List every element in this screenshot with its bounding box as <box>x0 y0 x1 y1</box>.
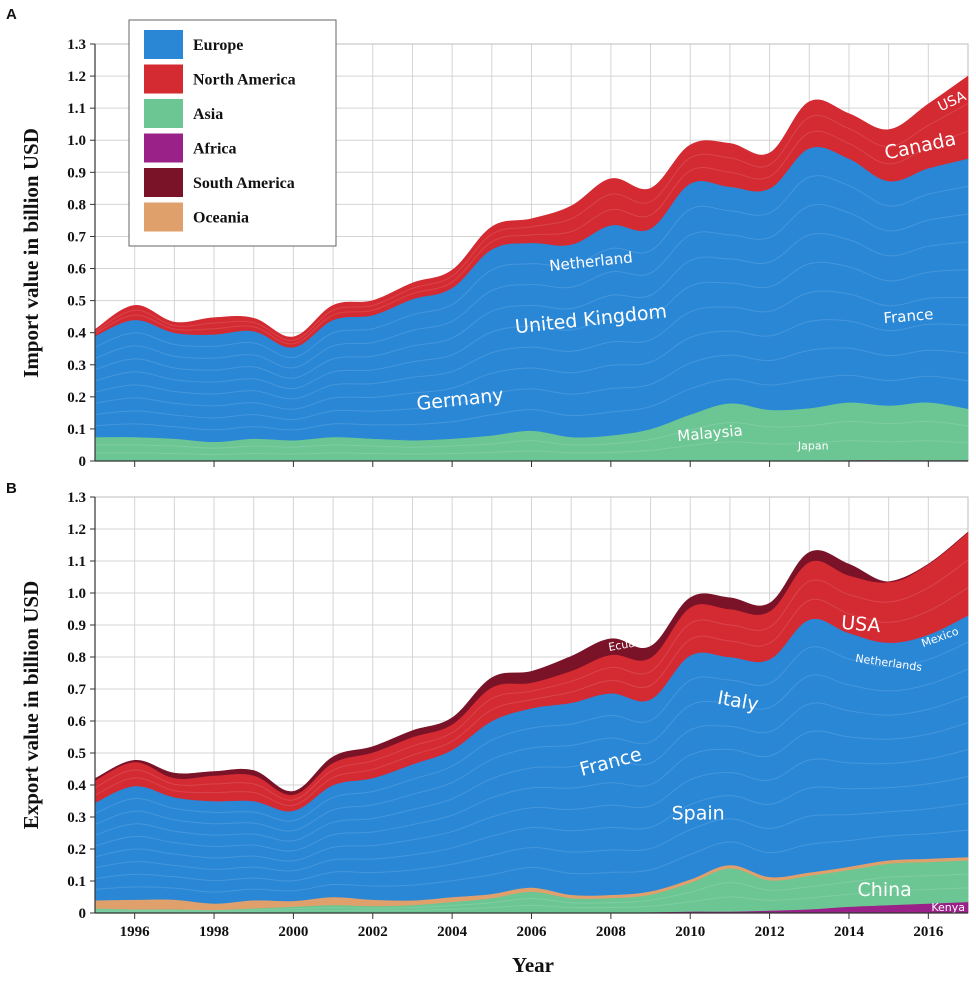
x-tick-label: 2010 <box>675 924 705 940</box>
legend-swatch-asia <box>144 99 183 128</box>
import-area-europe-band <box>94 232 969 379</box>
export-y-tick-label: 0.9 <box>67 618 86 634</box>
x-axis-title: Year <box>512 953 554 977</box>
export-y-axis-title: Export value in billion USD <box>19 581 43 830</box>
export-area-asia-band <box>94 873 969 912</box>
import-y-tick-label: 0.5 <box>67 294 86 310</box>
legend-items: Europe North America Asia Africa South Ameri… <box>144 30 296 232</box>
legend-label-asia: Asia <box>193 106 223 123</box>
x-tick-label: 2000 <box>278 924 308 940</box>
import-axes: 0 0.1 0.2 0.3 0.4 0.5 0.6 0.7 0.8 0.9 1.0 1.1 1.2 1.3 <box>67 37 968 470</box>
x-tick-label: 2006 <box>517 924 548 940</box>
import-annotation-france: France <box>883 305 934 327</box>
x-tick-label: 2012 <box>755 924 785 940</box>
import-area-asia-band <box>94 440 969 456</box>
import-area-europe-band <box>94 374 969 431</box>
x-tick-label: 2016 <box>913 924 944 940</box>
x-tick-label: 2004 <box>437 924 468 940</box>
import-y-tick-label: 0 <box>79 454 87 470</box>
import-y-tick-label: 0.2 <box>67 390 86 406</box>
x-tick-label: 2014 <box>834 924 865 940</box>
export-y-tick-label: 0.4 <box>67 778 86 794</box>
import-y-tick-label: 1.2 <box>67 69 86 85</box>
export-y-tick-label: 1.1 <box>67 554 86 570</box>
export-chart-panel: B USAMexicoEcuadorNetherlandsItalyFrance… <box>6 480 969 922</box>
import-area-north-america <box>94 75 969 348</box>
import-annotation-japan: Japan <box>797 440 829 453</box>
export-y-tick-label: 0.1 <box>67 874 86 890</box>
x-tick-label: 2002 <box>358 924 388 940</box>
legend: Europe North America Asia Africa South Ameri… <box>128 19 337 247</box>
import-areas <box>94 75 969 462</box>
import-area-asia-band <box>94 421 969 449</box>
export-y-tick-label: 0.3 <box>67 810 86 826</box>
panel-label-b: B <box>6 480 17 497</box>
export-y-tick-label: 0.2 <box>67 842 86 858</box>
export-y-tick-label: 0 <box>79 906 87 922</box>
import-area-europe-band <box>94 204 969 369</box>
legend-swatch-south-america <box>144 168 183 197</box>
export-y-tick-label: 1.2 <box>67 522 86 538</box>
legend-swatch-oceania <box>144 202 183 232</box>
legend-swatch-europe <box>144 30 183 59</box>
x-tick-label: 1998 <box>199 924 229 940</box>
import-y-tick-label: 0.9 <box>67 165 86 181</box>
import-area-europe-band <box>94 347 969 420</box>
import-area-europe-band <box>94 290 969 400</box>
import-area-europe-band <box>94 319 969 410</box>
export-y-tick-label: 0.6 <box>67 714 86 730</box>
export-areas <box>94 531 969 914</box>
export-area-europe-band <box>94 829 969 893</box>
panel-label-a: A <box>6 6 17 23</box>
export-area-europe-band <box>94 722 969 852</box>
legend-label-north-america: North America <box>193 72 296 89</box>
legend-label-oceania: Oceania <box>193 210 249 227</box>
x-tick-label: 2008 <box>596 924 626 940</box>
import-area-north-america-band <box>94 103 969 341</box>
import-y-tick-label: 0.4 <box>67 326 86 342</box>
x-axis-tick-labels: 1996 1998 2000 2002 2004 2006 2008 2010 2012 2014… <box>120 924 944 940</box>
import-y-tick-label: 0.8 <box>67 197 86 213</box>
export-y-tick-label: 0.5 <box>67 746 86 762</box>
import-y-tick-label: 0.6 <box>67 262 86 278</box>
x-tick-label: 1996 <box>120 924 151 940</box>
import-y-tick-label: 0.1 <box>67 422 86 438</box>
export-area-north-america-band <box>94 587 969 807</box>
import-annotation-malaysia: Malaysia <box>677 421 744 445</box>
export-annotation-usa: USA <box>840 612 881 637</box>
export-area-europe-band <box>94 802 969 882</box>
legend-swatch-north-america <box>144 64 183 94</box>
export-area-asia-band <box>94 887 969 913</box>
import-area-north-america-band <box>94 130 969 345</box>
export-y-tick-label: 0.8 <box>67 650 86 666</box>
import-y-axis-title: Import value in billion USD <box>19 128 43 378</box>
legend-label-europe: Europe <box>193 37 243 54</box>
export-y-tick-label: 1.0 <box>67 586 86 602</box>
legend-label-africa: Africa <box>193 141 237 158</box>
legend-swatch-africa <box>144 133 183 163</box>
export-y-tick-label: 1.3 <box>67 490 86 506</box>
export-y-tick-label: 0.7 <box>67 682 86 698</box>
import-y-tick-label: 0.3 <box>67 358 86 374</box>
export-area-europe-band <box>94 668 969 832</box>
import-area-europe-band <box>94 175 969 358</box>
export-annotation-china: China <box>858 879 912 901</box>
export-axes: 0 0.1 0.2 0.3 0.4 0.5 0.6 0.7 0.8 0.9 1.0 1.1 1.2 1.3 <box>67 490 968 922</box>
export-area-south-america <box>94 531 969 795</box>
export-area-north-america-band <box>94 559 969 801</box>
import-y-tick-label: 1.3 <box>67 37 86 53</box>
export-area-europe-band <box>94 641 969 822</box>
import-area-europe-band <box>94 261 969 389</box>
export-annotation-kenya: Kenya <box>931 901 965 914</box>
import-y-tick-label: 1.0 <box>67 133 86 149</box>
export-annotation-spain: Spain <box>672 802 725 824</box>
export-area-europe-band <box>94 749 969 862</box>
import-y-tick-label: 1.1 <box>67 101 86 117</box>
export-area-europe-band <box>94 695 969 842</box>
legend-label-south-america: South America <box>193 175 295 192</box>
import-y-tick-label: 0.7 <box>67 229 86 245</box>
export-area-europe-band <box>94 775 969 872</box>
